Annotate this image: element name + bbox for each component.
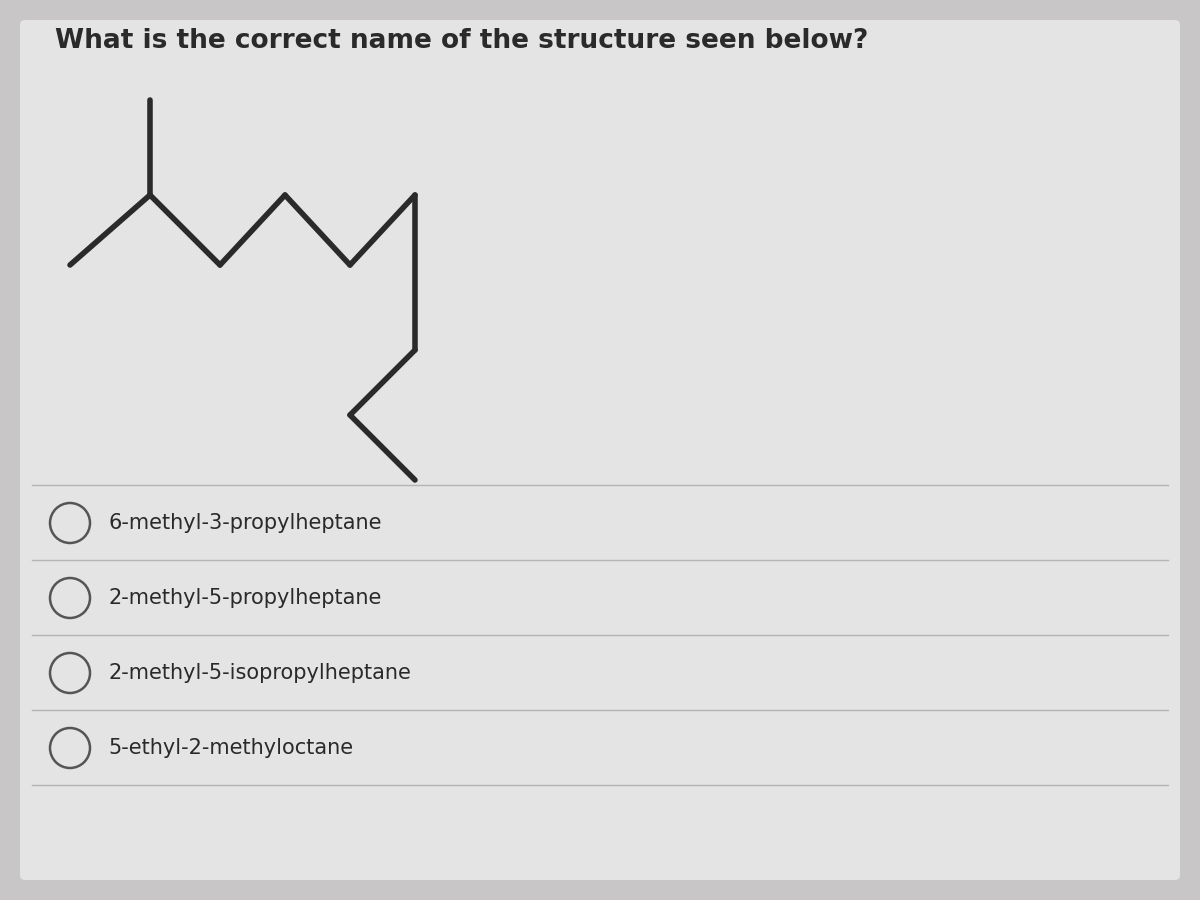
- Text: 2-methyl-5-isopropylheptane: 2-methyl-5-isopropylheptane: [108, 663, 410, 683]
- Text: What is the correct name of the structure seen below?: What is the correct name of the structur…: [55, 28, 869, 54]
- Text: 6-methyl-3-propylheptane: 6-methyl-3-propylheptane: [108, 513, 382, 533]
- Text: 5-ethyl-2-methyloctane: 5-ethyl-2-methyloctane: [108, 738, 353, 758]
- Text: 2-methyl-5-propylheptane: 2-methyl-5-propylheptane: [108, 588, 382, 608]
- FancyBboxPatch shape: [20, 20, 1180, 880]
